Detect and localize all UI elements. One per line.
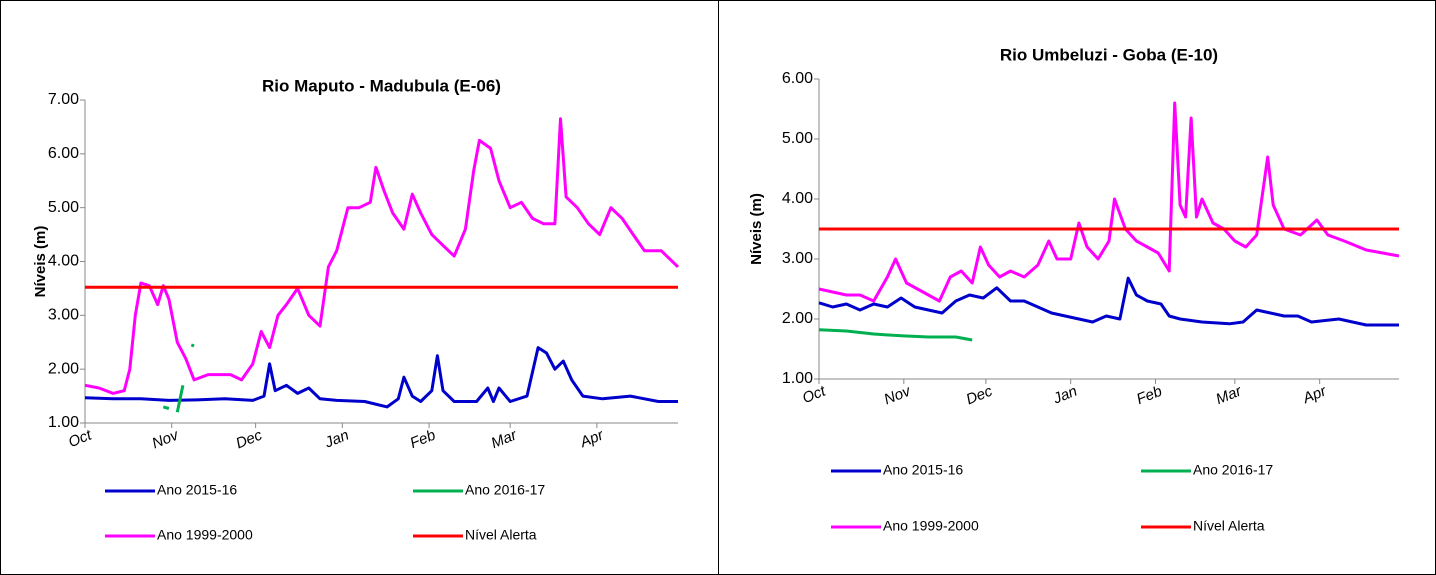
y-tick-label: 3.00 bbox=[48, 307, 79, 324]
chart-title: Rio Umbeluzi - Goba (E-10) bbox=[1000, 45, 1218, 64]
chart-panel: Rio Maputo - Madubula (E-06) Níveis (m) 1.… bbox=[32, 1, 719, 574]
y-tick-label: 4.00 bbox=[48, 253, 79, 270]
x-tick-label: Dec bbox=[233, 426, 265, 452]
series-line bbox=[84, 346, 678, 409]
x-tick-label: Dec bbox=[964, 382, 996, 408]
x-tick-label: Apr bbox=[1300, 382, 1330, 407]
legend-label: Ano 1999-2000 bbox=[883, 518, 979, 534]
y-axis-label: Níveis (m) bbox=[32, 226, 49, 298]
y-tick-label: 3.00 bbox=[782, 250, 813, 267]
y-tick-label: 5.00 bbox=[782, 130, 813, 147]
series-line bbox=[818, 101, 1400, 303]
legend-label: Ano 2016-17 bbox=[465, 482, 545, 498]
y-tick-label: 6.00 bbox=[782, 70, 813, 87]
chart-title: Rio Maputo - Madubula (E-06) bbox=[262, 76, 501, 95]
y-tick-label: 7.00 bbox=[48, 91, 79, 108]
series-line bbox=[818, 276, 1399, 327]
y-tick-label: 1.00 bbox=[48, 414, 79, 431]
legend-label: Nível Alerta bbox=[465, 527, 537, 543]
x-tick-label: Apr bbox=[577, 426, 607, 451]
y-tick-label: 5.00 bbox=[48, 199, 79, 216]
x-tick-label: Feb bbox=[1134, 383, 1164, 408]
legend-label: Ano 2015-16 bbox=[883, 462, 963, 478]
y-tick-label: 6.00 bbox=[48, 145, 79, 162]
series-line bbox=[84, 117, 680, 395]
legend-label: Ano 2015-16 bbox=[157, 482, 237, 498]
y-axis-label: Níveis (m) bbox=[748, 193, 765, 265]
series-line bbox=[818, 328, 973, 342]
x-tick-label: Mar bbox=[489, 426, 520, 452]
legend-label: Ano 1999-2000 bbox=[157, 527, 253, 543]
x-tick-label: Feb bbox=[408, 427, 438, 452]
y-tick-label: 2.00 bbox=[782, 310, 813, 327]
x-tick-label: Nov bbox=[150, 426, 182, 452]
x-tick-label: Mar bbox=[1214, 382, 1245, 408]
x-tick-label: Nov bbox=[882, 382, 914, 408]
y-tick-label: 2.00 bbox=[48, 360, 79, 377]
y-tick-label: 1.00 bbox=[782, 370, 813, 387]
y-tick-label: 4.00 bbox=[782, 190, 813, 207]
legend-label: Ano 2016-17 bbox=[1193, 462, 1273, 478]
x-tick-label: Jan bbox=[1050, 383, 1080, 408]
legend-label: Nível Alerta bbox=[1193, 518, 1265, 534]
x-tick-label: Jan bbox=[322, 427, 352, 452]
series-line bbox=[162, 343, 195, 413]
chart-panel: Rio Umbeluzi - Goba (E-10) Níveis (m) 1.00… bbox=[748, 45, 1400, 534]
